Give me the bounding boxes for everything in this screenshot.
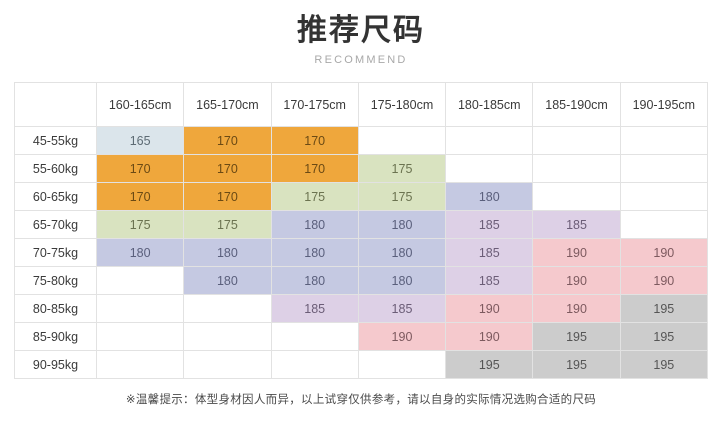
table-row: 70-75kg 180 180 180 180 185 190 190 (14, 238, 709, 267)
column-header: 165-170cm (183, 82, 272, 127)
table-row: 75-80kg 180 180 180 185 190 190 (14, 266, 709, 295)
size-cell: 190 (357, 322, 447, 351)
size-cell: 195 (619, 350, 709, 379)
size-cell: 185 (532, 210, 621, 239)
size-cell: 195 (532, 350, 621, 379)
empty-cell (95, 350, 185, 379)
table-header: 160-165cm 165-170cm 170-175cm 175-180cm 180-… (14, 82, 709, 127)
size-cell: 180 (270, 266, 359, 295)
empty-cell (532, 154, 621, 183)
column-header: 190-195cm (619, 82, 709, 127)
size-cell: 195 (445, 350, 534, 379)
empty-cell (619, 126, 709, 155)
size-cell: 165 (95, 126, 185, 155)
empty-cell (532, 182, 621, 211)
size-cell: 170 (270, 154, 359, 183)
empty-cell (95, 322, 185, 351)
table-row: 55-60kg 170 170 170 175 (14, 154, 709, 183)
empty-cell (183, 294, 272, 323)
size-cell: 190 (445, 294, 534, 323)
size-cell: 180 (183, 238, 272, 267)
size-cell: 185 (445, 238, 534, 267)
empty-cell (95, 266, 185, 295)
empty-cell (357, 126, 447, 155)
size-cell: 180 (357, 210, 447, 239)
size-cell: 185 (357, 294, 447, 323)
row-header-weight: 80-85kg (14, 294, 97, 323)
table-row: 45-55kg 165 170 170 (14, 126, 709, 155)
size-cell: 190 (619, 238, 709, 267)
empty-cell (445, 154, 534, 183)
size-cell: 195 (532, 322, 621, 351)
empty-cell (183, 350, 272, 379)
size-cell: 180 (270, 210, 359, 239)
column-header: 170-175cm (270, 82, 359, 127)
size-cell: 170 (183, 182, 272, 211)
page-title: 推荐尺码 (297, 14, 425, 47)
size-cell: 175 (357, 182, 447, 211)
row-header-weight: 75-80kg (14, 266, 97, 295)
empty-cell (270, 350, 359, 379)
empty-cell (619, 182, 709, 211)
table-corner-cell (14, 82, 97, 127)
footnote-text: ※温馨提示：体型身材因人而异，以上试穿仅供参考，请以自身的实际情况选购合适的尺码 (125, 394, 597, 406)
size-cell: 190 (532, 294, 621, 323)
table-row: 60-65kg 170 170 175 175 180 (14, 182, 709, 211)
size-cell: 190 (619, 266, 709, 295)
size-table-container: 160-165cm 165-170cm 170-175cm 175-180cm 180-… (14, 82, 709, 379)
size-cell: 190 (532, 266, 621, 295)
size-cell: 185 (270, 294, 359, 323)
empty-cell (619, 154, 709, 183)
size-cell: 175 (270, 182, 359, 211)
size-cell: 170 (95, 154, 185, 183)
size-cell: 180 (270, 238, 359, 267)
row-header-weight: 65-70kg (14, 210, 97, 239)
size-cell: 180 (445, 182, 534, 211)
row-header-weight: 55-60kg (14, 154, 97, 183)
size-cell: 170 (95, 182, 185, 211)
empty-cell (357, 350, 447, 379)
size-cell: 190 (445, 322, 534, 351)
size-cell: 185 (445, 266, 534, 295)
row-header-weight: 60-65kg (14, 182, 97, 211)
size-cell: 175 (357, 154, 447, 183)
row-header-weight: 85-90kg (14, 322, 97, 351)
size-cell: 190 (532, 238, 621, 267)
row-header-weight: 90-95kg (14, 350, 97, 379)
empty-cell (270, 322, 359, 351)
size-cell: 180 (357, 266, 447, 295)
size-chart-table: 160-165cm 165-170cm 170-175cm 175-180cm 180-… (14, 82, 709, 379)
page-subtitle: RECOMMEND (314, 54, 408, 66)
row-header-weight: 70-75kg (14, 238, 97, 267)
table-body: 45-55kg 165 170 170 55-60kg 170 170 170 175 60-65… (14, 126, 709, 379)
empty-cell (532, 126, 621, 155)
size-cell: 195 (619, 322, 709, 351)
empty-cell (445, 126, 534, 155)
column-header: 175-180cm (357, 82, 447, 127)
size-cell: 180 (95, 238, 185, 267)
empty-cell (183, 322, 272, 351)
size-cell: 195 (619, 294, 709, 323)
table-row: 90-95kg 195 195 195 (14, 350, 709, 379)
size-cell: 170 (270, 126, 359, 155)
column-header: 160-165cm (95, 82, 185, 127)
table-row: 65-70kg 175 175 180 180 185 185 (14, 210, 709, 239)
size-cell: 175 (183, 210, 272, 239)
table-row: 85-90kg 190 190 195 195 (14, 322, 709, 351)
row-header-weight: 45-55kg (14, 126, 97, 155)
size-cell: 180 (357, 238, 447, 267)
column-header: 180-185cm (445, 82, 534, 127)
size-cell: 175 (95, 210, 185, 239)
column-header: 185-190cm (532, 82, 621, 127)
size-cell: 170 (183, 126, 272, 155)
size-cell: 185 (445, 210, 534, 239)
empty-cell (619, 210, 709, 239)
table-row: 80-85kg 185 185 190 190 195 (14, 294, 709, 323)
table-header-row: 160-165cm 165-170cm 170-175cm 175-180cm 180-… (14, 82, 709, 127)
empty-cell (95, 294, 185, 323)
size-cell: 180 (183, 266, 272, 295)
size-cell: 170 (183, 154, 272, 183)
